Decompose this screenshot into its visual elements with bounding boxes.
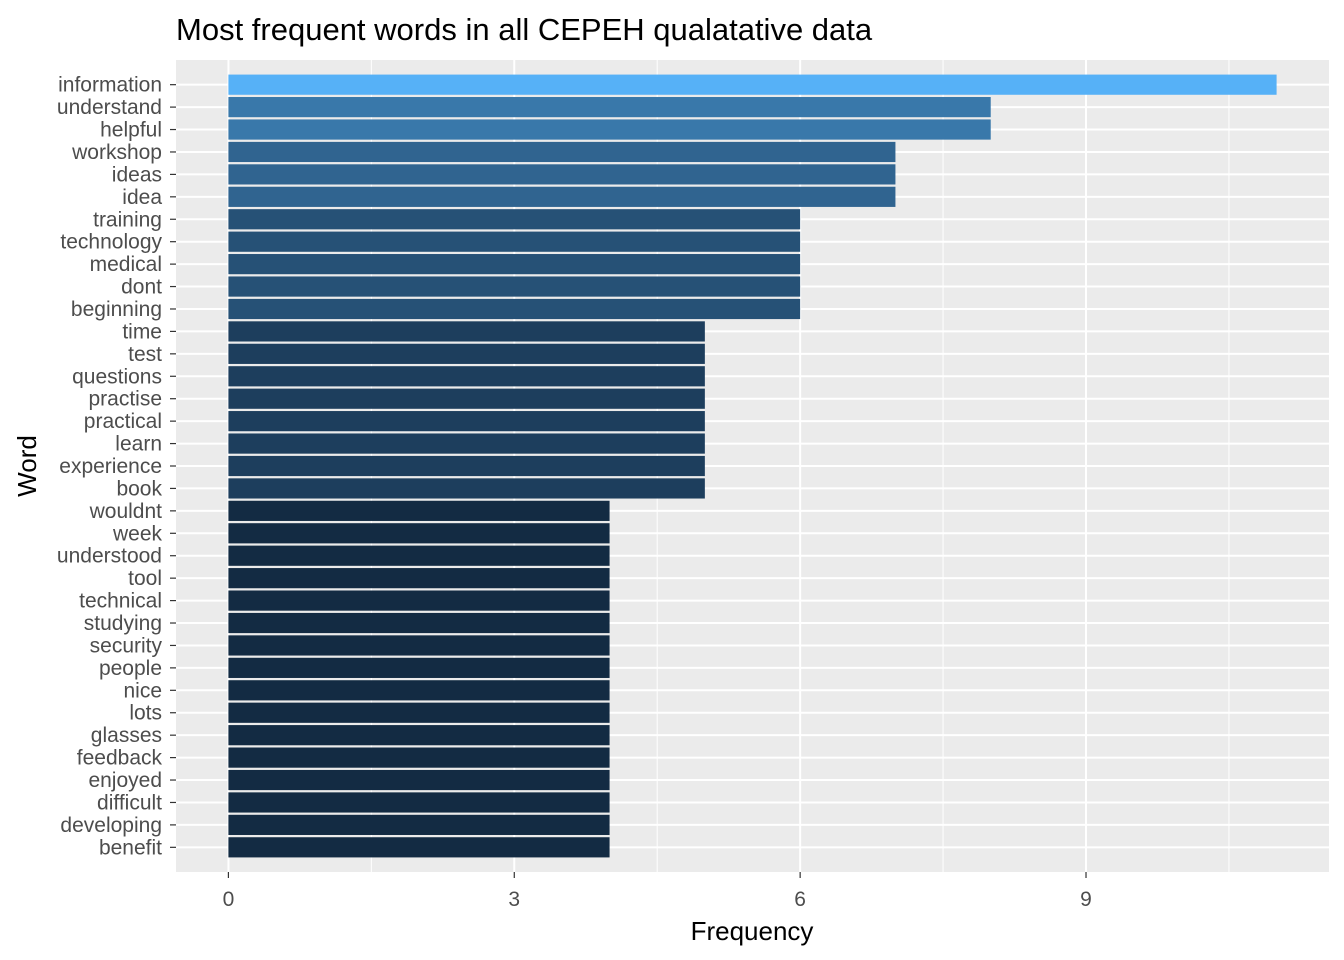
y-tick-label-questions: questions bbox=[72, 365, 162, 388]
y-tick-label-test: test bbox=[128, 343, 162, 366]
bar-people bbox=[228, 657, 610, 678]
y-tick-label-training: training bbox=[93, 208, 162, 231]
x-axis: 0 3 6 9 bbox=[223, 872, 1092, 911]
y-tick-label-book: book bbox=[116, 477, 162, 500]
bar-practical bbox=[228, 411, 705, 432]
y-axis: informationunderstandhelpfulworkshopidea… bbox=[57, 74, 176, 859]
y-tick-label-workshop: workshop bbox=[71, 141, 162, 164]
y-tick-label-week: week bbox=[112, 522, 163, 545]
bar-nice bbox=[228, 680, 610, 701]
bar-feedback bbox=[228, 747, 610, 768]
bar-time bbox=[228, 321, 705, 342]
x-tick-label-6: 6 bbox=[794, 888, 806, 911]
x-tick-label-0: 0 bbox=[223, 888, 235, 911]
x-tick-label-9: 9 bbox=[1080, 888, 1092, 911]
y-tick-label-people: people bbox=[99, 657, 162, 680]
bar-helpful bbox=[228, 119, 991, 140]
y-tick-label-dont: dont bbox=[121, 276, 162, 299]
y-axis-title: Word bbox=[12, 435, 42, 497]
y-tick-label-difficult: difficult bbox=[97, 791, 162, 814]
bar-enjoyed bbox=[228, 769, 610, 791]
y-tick-label-developing: developing bbox=[60, 814, 162, 837]
y-tick-label-practical: practical bbox=[84, 410, 162, 433]
bar-beginning bbox=[228, 298, 801, 320]
bar-ideas bbox=[228, 164, 896, 185]
y-tick-label-technical: technical bbox=[79, 590, 162, 613]
bar-benefit bbox=[228, 837, 610, 858]
y-tick-label-benefit: benefit bbox=[99, 836, 162, 859]
y-tick-label-ideas: ideas bbox=[112, 163, 162, 186]
y-tick-label-wouldnt: wouldnt bbox=[89, 500, 163, 523]
bar-information bbox=[228, 74, 1277, 95]
y-tick-label-technology: technology bbox=[60, 231, 162, 254]
bar-difficult bbox=[228, 792, 610, 813]
bar-training bbox=[228, 209, 801, 230]
bar-technical bbox=[228, 590, 610, 611]
bar-questions bbox=[228, 366, 705, 387]
bar-dont bbox=[228, 276, 801, 297]
y-tick-label-enjoyed: enjoyed bbox=[88, 769, 162, 792]
bar-developing bbox=[228, 814, 610, 835]
x-tick-label-3: 3 bbox=[508, 888, 520, 911]
bar-tool bbox=[228, 568, 610, 589]
bars bbox=[228, 74, 1277, 858]
y-tick-label-nice: nice bbox=[123, 679, 162, 702]
bar-workshop bbox=[228, 141, 896, 163]
bar-understand bbox=[228, 97, 991, 118]
y-tick-label-studying: studying bbox=[84, 612, 162, 635]
y-tick-label-understand: understand bbox=[57, 96, 162, 119]
y-tick-label-experience: experience bbox=[59, 455, 162, 478]
y-tick-label-beginning: beginning bbox=[71, 298, 162, 321]
bar-lots bbox=[228, 702, 610, 723]
bar-practise bbox=[228, 388, 705, 409]
bar-understood bbox=[228, 545, 610, 566]
bar-glasses bbox=[228, 725, 610, 746]
y-tick-label-practise: practise bbox=[88, 388, 162, 411]
y-tick-label-helpful: helpful bbox=[100, 119, 162, 142]
y-tick-label-feedback: feedback bbox=[77, 747, 163, 770]
x-axis-title: Frequency bbox=[691, 916, 814, 946]
bar-learn bbox=[228, 433, 705, 454]
bar-test bbox=[228, 343, 705, 364]
bar-idea bbox=[228, 186, 896, 207]
y-tick-label-learn: learn bbox=[115, 433, 162, 456]
y-tick-label-idea: idea bbox=[122, 186, 162, 209]
chart-title: Most frequent words in all CEPEH qualata… bbox=[176, 12, 873, 47]
y-tick-label-time: time bbox=[122, 320, 162, 343]
y-tick-label-understood: understood bbox=[57, 545, 162, 568]
y-tick-label-information: information bbox=[58, 74, 162, 97]
bar-medical bbox=[228, 254, 801, 275]
bar-technology bbox=[228, 231, 801, 252]
bar-wouldnt bbox=[228, 500, 610, 521]
bar-book bbox=[228, 478, 705, 499]
y-tick-label-security: security bbox=[90, 634, 163, 657]
y-tick-label-tool: tool bbox=[128, 567, 162, 590]
y-tick-label-medical: medical bbox=[90, 253, 162, 276]
bar-security bbox=[228, 635, 610, 656]
bar-experience bbox=[228, 455, 705, 477]
bar-studying bbox=[228, 612, 610, 634]
y-tick-label-lots: lots bbox=[129, 702, 162, 725]
bar-week bbox=[228, 523, 610, 544]
y-tick-label-glasses: glasses bbox=[91, 724, 162, 747]
